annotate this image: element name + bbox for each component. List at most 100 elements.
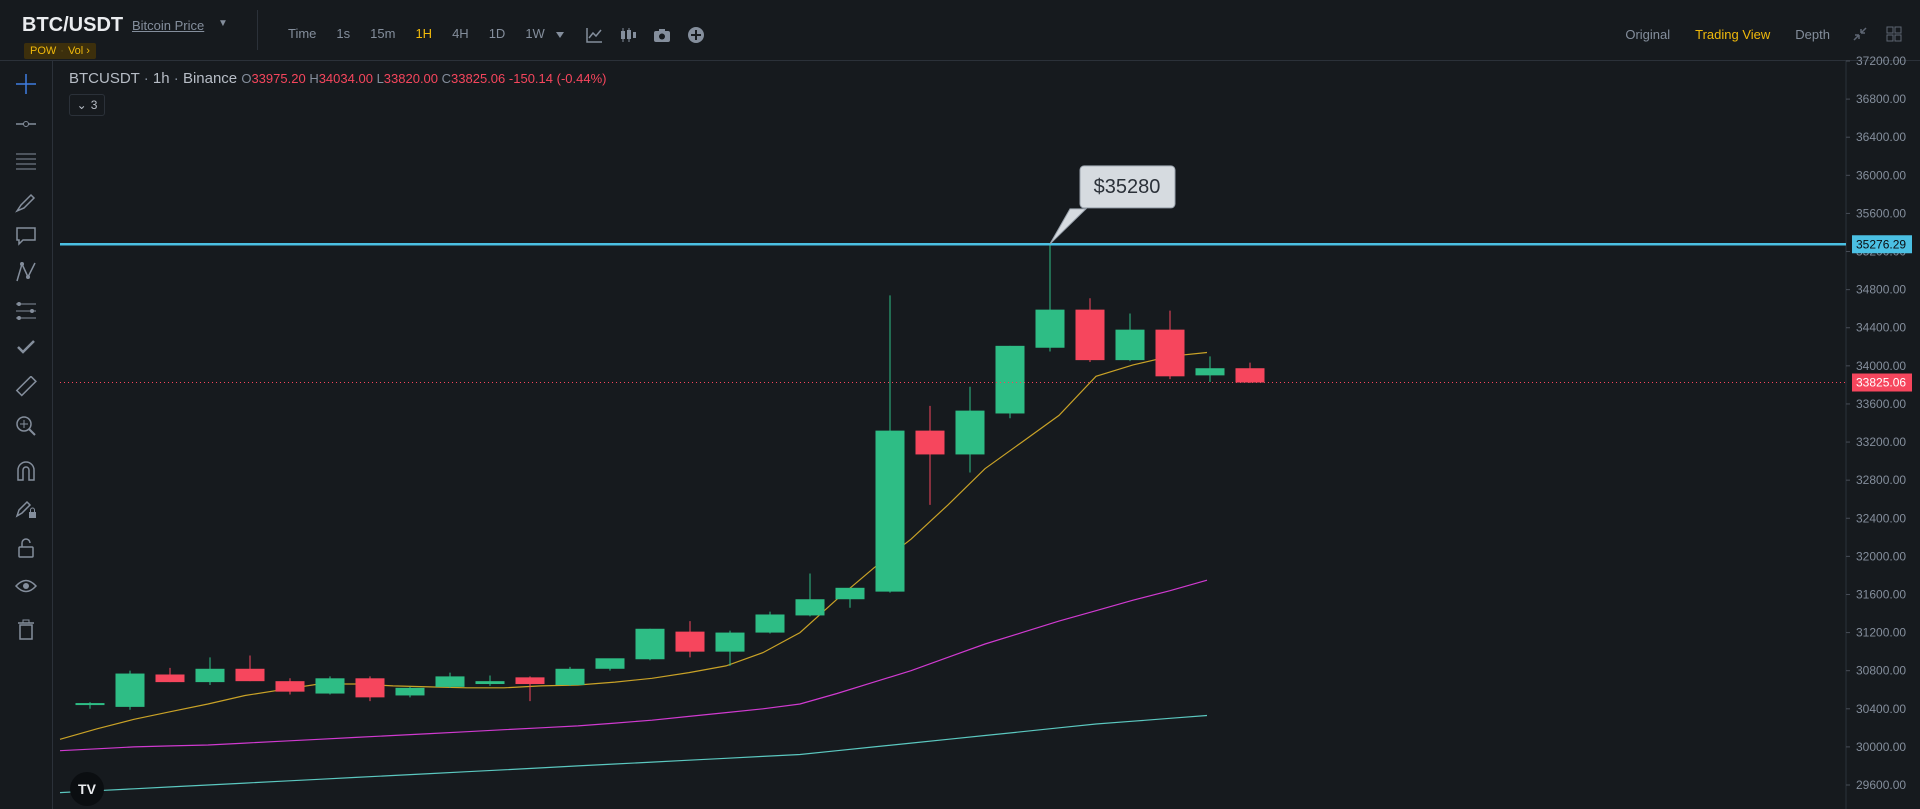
candle-body[interactable] xyxy=(75,703,105,706)
close-value: 33825.06 xyxy=(451,71,506,86)
pair-dropdown-icon[interactable]: ▼ xyxy=(218,18,228,29)
moving-average-line xyxy=(59,714,1208,794)
candle-body[interactable] xyxy=(875,430,905,592)
candle-type-icon[interactable] xyxy=(611,24,645,46)
interval-15m[interactable]: 15m xyxy=(370,26,396,41)
price-axis[interactable] xyxy=(1846,61,1920,809)
tradingview-logo-icon[interactable]: TV xyxy=(70,772,104,806)
indicator-toggle[interactable]: ⌄ 3 xyxy=(69,94,105,116)
low-value: 33820.00 xyxy=(383,71,439,86)
last-price-tag xyxy=(1852,373,1912,392)
grid-layout-icon[interactable] xyxy=(1884,24,1904,44)
indicators-icon[interactable] xyxy=(577,24,611,46)
candle-body[interactable] xyxy=(915,430,945,455)
candle-body[interactable] xyxy=(715,632,745,652)
interval-1h[interactable]: 1H xyxy=(415,26,433,41)
interval-1s[interactable]: 1s xyxy=(336,26,351,41)
y-axis-tick-label: 36800.00 xyxy=(1856,92,1906,106)
candle-body[interactable] xyxy=(795,599,825,616)
candle-body[interactable] xyxy=(1075,309,1105,361)
window-controls xyxy=(1850,24,1904,44)
candle-body[interactable] xyxy=(435,676,465,687)
candle-body[interactable] xyxy=(835,587,865,600)
lock-drawing-icon[interactable] xyxy=(13,496,39,522)
top-toolbar: BTC/USDT Bitcoin Price ▼ POW · Vol › Time … xyxy=(0,0,1920,61)
interval-1d[interactable]: 1D xyxy=(488,26,506,41)
candle-body[interactable] xyxy=(315,678,345,694)
candle-body[interactable] xyxy=(355,678,385,698)
candle-body[interactable] xyxy=(635,628,665,660)
high-value: 34034.00 xyxy=(318,71,373,86)
text-icon[interactable] xyxy=(13,223,39,249)
pow-vol-badge[interactable]: POW · Vol › xyxy=(24,43,96,59)
view-tabs: Original Trading View Depth xyxy=(1600,27,1830,42)
brush-icon[interactable] xyxy=(13,189,39,215)
interval-1w[interactable]: 1W xyxy=(525,26,545,41)
fib-icon[interactable] xyxy=(13,149,39,175)
horizontal-line-price-tag xyxy=(1852,235,1912,254)
candle-body[interactable] xyxy=(235,668,265,682)
annotation-box[interactable] xyxy=(1079,165,1176,209)
candle-body[interactable] xyxy=(1235,368,1265,383)
interval-time[interactable]: Time xyxy=(288,26,317,41)
annotation-text: $35280 xyxy=(1094,176,1161,198)
pattern-icon[interactable] xyxy=(13,259,39,285)
collapse-icon[interactable] xyxy=(1850,24,1870,44)
candle-body[interactable] xyxy=(755,614,785,633)
y-axis-tick-label: 33600.00 xyxy=(1856,397,1906,411)
y-axis-tick-label: 34800.00 xyxy=(1856,283,1906,297)
candle-body[interactable] xyxy=(515,677,545,685)
y-axis-tick-label: 30000.00 xyxy=(1856,740,1906,754)
add-icon[interactable] xyxy=(679,24,713,46)
zoom-in-icon[interactable] xyxy=(13,413,39,439)
tab-depth[interactable]: Depth xyxy=(1795,27,1830,42)
y-axis-tick-label: 34000.00 xyxy=(1856,359,1906,373)
lock-icon[interactable] xyxy=(13,535,39,561)
tab-original[interactable]: Original xyxy=(1625,27,1671,42)
legend-interval: 1h xyxy=(152,70,170,87)
candle-body[interactable] xyxy=(555,668,585,685)
drawing-toolbar xyxy=(0,61,53,809)
candle-body[interactable] xyxy=(1035,309,1065,348)
toolbar-divider xyxy=(257,10,258,50)
trash-icon[interactable] xyxy=(13,617,39,643)
y-axis-tick-label: 36400.00 xyxy=(1856,130,1906,144)
candle-body[interactable] xyxy=(475,681,505,685)
candle-body[interactable] xyxy=(395,687,425,696)
candle-body[interactable] xyxy=(1115,329,1145,361)
y-axis-tick-label: 31600.00 xyxy=(1856,587,1906,601)
candle-body[interactable] xyxy=(955,410,985,455)
dropdown-caret-icon[interactable] xyxy=(543,24,577,46)
y-axis-tick-label: 32800.00 xyxy=(1856,473,1906,487)
candle-body[interactable] xyxy=(1195,368,1225,376)
candle-body[interactable] xyxy=(195,668,225,683)
candle-body[interactable] xyxy=(155,674,185,683)
pair-title[interactable]: BTC/USDT xyxy=(22,14,124,36)
eye-icon[interactable] xyxy=(13,573,39,599)
candle-body[interactable] xyxy=(595,658,625,669)
y-axis-tick-label: 30800.00 xyxy=(1856,664,1906,678)
candle-body[interactable] xyxy=(115,673,145,707)
chevron-down-icon: ⌄ xyxy=(76,98,87,112)
pair-subtitle-link[interactable]: Bitcoin Price xyxy=(132,18,205,33)
interval-selector: Time 1s 15m 1H 4H 1D 1W xyxy=(288,26,565,41)
check-icon[interactable] xyxy=(13,334,39,360)
candle-body[interactable] xyxy=(275,681,305,692)
candle-body[interactable] xyxy=(995,345,1025,414)
magnet-icon[interactable] xyxy=(13,458,39,484)
change-value: -150.14 (-0.44%) xyxy=(508,71,607,86)
ruler-icon[interactable] xyxy=(13,374,39,400)
y-axis-tick-label: 36000.00 xyxy=(1856,168,1906,182)
interval-4h[interactable]: 4H xyxy=(452,26,469,41)
y-axis-tick-label: 35600.00 xyxy=(1856,206,1906,220)
horizontal-line-price-label: 35276.29 xyxy=(1856,237,1906,251)
pow-badge-label: POW xyxy=(30,45,57,57)
camera-icon[interactable] xyxy=(645,24,679,46)
tab-trading-view[interactable]: Trading View xyxy=(1695,27,1771,42)
candle-body[interactable] xyxy=(675,631,705,652)
trend-line-icon[interactable] xyxy=(13,111,39,137)
candle-body[interactable] xyxy=(1155,329,1185,377)
prediction-icon[interactable] xyxy=(13,298,39,324)
crosshair-icon[interactable] xyxy=(13,71,39,97)
